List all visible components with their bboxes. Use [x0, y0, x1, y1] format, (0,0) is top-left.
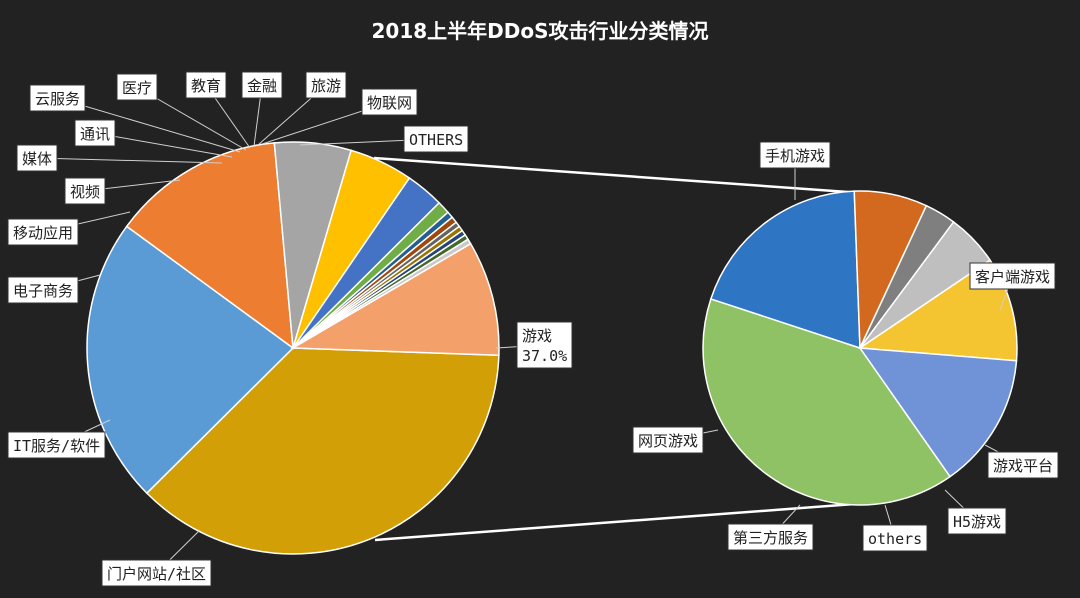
sub-label-网页游戏: 网页游戏	[638, 432, 698, 450]
sub-callout-客户端游戏: 客户端游戏	[969, 262, 1056, 290]
main-leader-媒体	[36, 157, 223, 164]
main-callout-box-媒体	[16, 144, 58, 172]
main-leader-云服务	[57, 97, 241, 153]
main-callout-box-旅游	[305, 71, 347, 99]
main-label-旅游: 旅游	[311, 77, 341, 95]
main-label-游戏: 游戏	[522, 327, 552, 345]
sub-label-others: others	[868, 530, 922, 548]
main-callout-box-others	[403, 125, 469, 153]
main-label-电子商务: 电子商务	[13, 282, 73, 300]
main-callout-others: OTHERS	[403, 125, 469, 153]
main-label-医疗: 医疗	[122, 79, 152, 97]
main-callout-门户网站-社区: 门户网站/社区	[101, 559, 212, 587]
main-callout-游戏: 游戏 37.0%	[516, 321, 573, 369]
sub-label-游戏平台: 游戏平台	[993, 457, 1053, 475]
main-callout-旅游: 旅游	[305, 71, 347, 99]
main-callout-box-it服务-软件	[7, 431, 106, 459]
main-slice-others	[290, 242, 500, 356]
connector-line-bottom	[374, 501, 869, 542]
main-callout-box-云服务	[29, 84, 86, 112]
main-label-物联网: 物联网	[367, 94, 412, 112]
sub-callout-手机游戏: 手机游戏	[759, 141, 831, 169]
main-leader-通讯	[94, 132, 233, 158]
sub-callout-h5游戏: H5游戏	[947, 507, 1007, 535]
sub-label-手机游戏: 手机游戏	[765, 147, 825, 165]
main-callout-it服务-软件: IT服务/软件	[7, 431, 106, 459]
sub-callout-box-others	[862, 524, 928, 552]
main-callout-box-物联网	[361, 88, 418, 116]
sub-slice-客户端游戏	[709, 190, 861, 350]
connector-line-top	[373, 156, 863, 195]
main-callout-box-游戏	[516, 321, 573, 369]
main-label-教育: 教育	[191, 77, 221, 95]
main-slice-门户网站-社区	[86, 225, 295, 495]
sub-callout-box-网页游戏	[632, 426, 704, 454]
main-value-label-游戏: 37.0%	[522, 347, 567, 365]
main-callout-金融: 金融	[241, 71, 283, 99]
main-label-it服务-软件: IT服务/软件	[13, 437, 100, 455]
main-label-视频: 视频	[70, 183, 100, 201]
chart-title: 2018上半年DDoS攻击行业分类情况	[371, 19, 708, 43]
main-callout-物联网: 物联网	[361, 88, 418, 116]
main-label-通讯: 通讯	[80, 125, 110, 143]
sub-callout-游戏平台: 游戏平台	[987, 451, 1059, 479]
main-label-金融: 金融	[247, 77, 277, 95]
main-callout-box-医疗	[116, 73, 158, 101]
sub-callout-box-手机游戏	[759, 141, 831, 169]
main-label-others: OTHERS	[409, 131, 463, 149]
main-label-门户网站-社区: 门户网站/社区	[107, 565, 206, 583]
sub-slice-手机游戏	[702, 297, 952, 506]
main-callout-box-电子商务	[7, 276, 79, 304]
main-callout-云服务: 云服务	[29, 84, 86, 112]
sub-label-客户端游戏: 客户端游戏	[975, 268, 1050, 286]
main-pie	[86, 141, 500, 555]
sub-pie	[702, 190, 1018, 506]
main-callout-电子商务: 电子商务	[7, 276, 79, 304]
pie-of-pie-connectors	[373, 156, 869, 542]
main-callout-视频: 视频	[64, 177, 106, 205]
main-label-云服务: 云服务	[35, 90, 80, 108]
main-callout-通讯: 通讯	[74, 119, 116, 147]
main-callout-box-视频	[64, 177, 106, 205]
sub-callout-box-游戏平台	[987, 451, 1059, 479]
main-callout-box-金融	[241, 71, 283, 99]
main-callout-box-移动应用	[7, 218, 79, 246]
main-callout-媒体: 媒体	[16, 144, 58, 172]
main-slice-it服务-软件	[125, 142, 294, 350]
main-callout-医疗: 医疗	[116, 73, 158, 101]
sub-callout-box-第三方服务	[727, 523, 814, 551]
main-callout-移动应用: 移动应用	[7, 218, 79, 246]
main-label-移动应用: 移动应用	[13, 224, 73, 242]
main-callout-box-通讯	[74, 119, 116, 147]
sub-label-第三方服务: 第三方服务	[733, 529, 808, 547]
main-label-媒体: 媒体	[22, 150, 52, 168]
sub-callout-网页游戏: 网页游戏	[632, 426, 704, 454]
sub-callout-box-客户端游戏	[969, 262, 1056, 290]
sub-label-h5游戏: H5游戏	[953, 513, 1001, 531]
main-callout-box-教育	[185, 71, 227, 99]
main-callout-教育: 教育	[185, 71, 227, 99]
sub-slice-网页游戏	[858, 347, 1018, 478]
main-callout-box-门户网站-社区	[101, 559, 212, 587]
sub-callout-第三方服务: 第三方服务	[727, 523, 814, 551]
sub-callout-box-h5游戏	[947, 507, 1007, 535]
sub-callout-others: others	[862, 524, 928, 552]
